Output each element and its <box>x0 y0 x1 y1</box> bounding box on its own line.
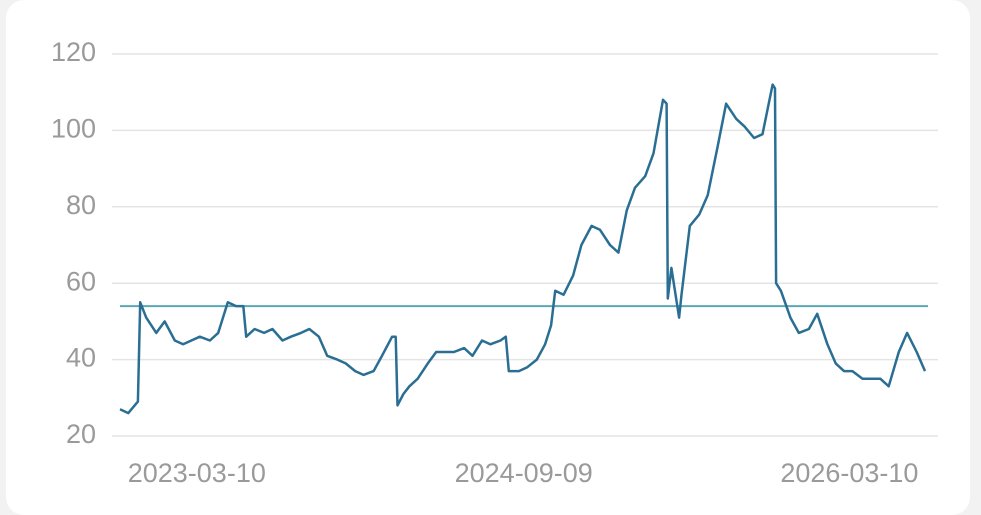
y-tick-label: 60 <box>66 266 96 296</box>
y-tick-label: 20 <box>66 419 96 449</box>
y-tick-label: 80 <box>66 190 96 220</box>
x-tick-label: 2023-03-10 <box>128 458 266 488</box>
card <box>6 0 970 515</box>
x-tick-label: 2026-03-10 <box>780 458 918 488</box>
y-tick-label: 120 <box>51 37 96 67</box>
y-tick-label: 40 <box>66 343 96 373</box>
y-tick-label: 100 <box>51 114 96 144</box>
data-line <box>119 83 927 415</box>
x-tick-label: 2024-09-09 <box>455 458 593 488</box>
